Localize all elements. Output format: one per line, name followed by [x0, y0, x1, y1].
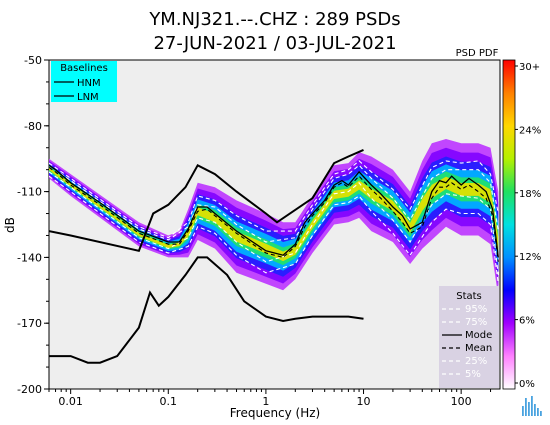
stats-mode-label: Mode — [465, 330, 492, 341]
y-axis-label: dB — [3, 217, 17, 233]
x-tick-label-3: 10 — [357, 395, 371, 408]
colorbar-ticks: 30+ 24% 18% 12% 6% 0% — [515, 62, 541, 390]
y-tick-label-0: -50 — [24, 54, 42, 67]
colorbar-tick-label-2: 18% — [519, 189, 541, 200]
lnm-legend-label: LNM — [77, 92, 99, 103]
colorbar — [502, 59, 516, 390]
baselines-legend: Baselines HNM LNM — [51, 61, 117, 103]
lnm-line — [49, 256, 364, 364]
stats-mean-label: Mean — [465, 343, 492, 354]
percentile-5-line — [49, 175, 499, 284]
colorbar-tick-label-1: 24% — [519, 125, 541, 136]
axes-layer: 0.01 0.1 1 10 100 -50 -80 -110 -140 -170 -200 — [17, 54, 492, 408]
x-tick-label-4: 100 — [451, 395, 472, 408]
stats-legend: Stats 95% 75% Mode Mean 25% 5% — [439, 286, 499, 388]
colorbar-tick-label-4: 6% — [519, 316, 535, 327]
colorbar-tick-label-0: 30+ — [519, 62, 540, 73]
baselines-legend-title: Baselines — [60, 63, 108, 74]
plot-layer — [49, 139, 499, 364]
colorbar-tick-label-3: 12% — [519, 252, 541, 263]
y-tick-label-5: -200 — [17, 383, 42, 396]
chart-title-line2: 27-JUN-2021 / 03-JUL-2021 — [153, 33, 396, 54]
chart-title-line1: YM.NJ321.--.CHZ : 289 PSDs — [148, 9, 400, 30]
stats-75-label: 75% — [465, 317, 487, 328]
colorbar-title: PSD PDF — [456, 48, 499, 59]
stats-5-label: 5% — [465, 369, 481, 380]
percentile-75-line — [49, 164, 499, 243]
x-tick-label-0: 0.01 — [58, 395, 83, 408]
x-tick-label-2: 1 — [262, 395, 269, 408]
stats-legend-title: Stats — [456, 291, 482, 302]
x-tick-label-1: 0.1 — [160, 395, 178, 408]
hnm-legend-label: HNM — [77, 78, 101, 89]
stats-95-label: 95% — [465, 304, 487, 315]
colorbar-tick-label-5: 0% — [519, 379, 535, 390]
mean-line — [49, 167, 499, 262]
stats-25-label: 25% — [465, 356, 487, 367]
x-axis-label: Frequency (Hz) — [230, 406, 321, 420]
mode-line — [49, 164, 499, 258]
logo-icon — [522, 396, 542, 416]
y-tick-label-3: -140 — [17, 251, 42, 264]
y-tick-label-1: -80 — [24, 120, 42, 133]
y-tick-label-4: -170 — [17, 317, 42, 330]
y-tick-label-2: -110 — [17, 186, 42, 199]
density-band-4 — [49, 166, 499, 266]
stats-legend-box — [439, 286, 499, 388]
hnm-line — [49, 148, 364, 252]
